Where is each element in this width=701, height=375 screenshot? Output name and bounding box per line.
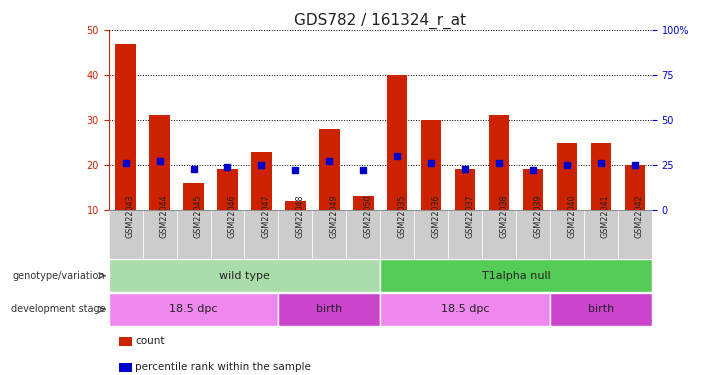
Bar [489,116,510,210]
Bar [313,210,346,259]
Text: GSM22048: GSM22048 [295,194,304,238]
Text: GSM22046: GSM22046 [228,194,236,238]
Text: GSM22047: GSM22047 [261,194,271,238]
Bar [116,44,136,210]
Bar [414,210,448,259]
Text: GSM22044: GSM22044 [160,194,168,238]
Bar [109,293,278,326]
Text: birth: birth [316,304,343,314]
Bar [184,183,204,210]
Bar [278,293,380,326]
Title: GDS782 / 161324_r_at: GDS782 / 161324_r_at [294,12,466,28]
Text: T1alpha null: T1alpha null [482,271,550,280]
Bar [142,210,177,259]
Bar [381,260,652,292]
Text: GSM22037: GSM22037 [465,194,474,238]
Text: percentile rank within the sample: percentile rank within the sample [135,363,311,372]
Text: wild type: wild type [219,271,270,280]
Bar [149,116,170,210]
Bar [245,210,278,259]
Text: development stage: development stage [11,304,105,314]
Text: GSM22049: GSM22049 [329,194,339,238]
Bar [516,210,550,259]
Bar [210,210,245,259]
Bar [381,210,414,259]
Text: GSM22036: GSM22036 [431,194,440,238]
Bar [625,165,645,210]
Bar [421,120,442,210]
Bar [346,210,380,259]
Bar [550,293,652,326]
Text: GSM22041: GSM22041 [601,194,610,238]
Bar [381,293,550,326]
Text: 18.5 dpc: 18.5 dpc [170,304,218,314]
Text: genotype/variation: genotype/variation [13,271,105,280]
Bar [251,152,272,210]
Text: GSM22038: GSM22038 [499,194,508,238]
Bar [584,210,618,259]
Bar [618,210,652,259]
Text: GSM22040: GSM22040 [567,194,576,238]
Bar [353,196,374,210]
Text: 18.5 dpc: 18.5 dpc [441,304,489,314]
Text: GSM22035: GSM22035 [397,194,407,238]
Bar [387,75,407,210]
Bar [285,201,306,210]
Bar [591,142,611,210]
Bar [557,142,577,210]
Text: GSM22050: GSM22050 [363,194,372,238]
Text: GSM22045: GSM22045 [193,194,203,238]
Bar [448,210,482,259]
Text: birth: birth [588,304,614,314]
Bar [109,260,381,292]
Bar [217,170,238,210]
Bar [455,170,475,210]
Text: GSM22039: GSM22039 [533,194,542,238]
Bar [319,129,339,210]
Bar [177,210,210,259]
Bar [278,210,313,259]
Text: count: count [135,336,165,346]
Bar [523,170,543,210]
Text: GSM22043: GSM22043 [125,194,135,238]
Bar [550,210,584,259]
Bar [109,210,142,259]
Bar [482,210,516,259]
Text: GSM22042: GSM22042 [635,194,644,238]
